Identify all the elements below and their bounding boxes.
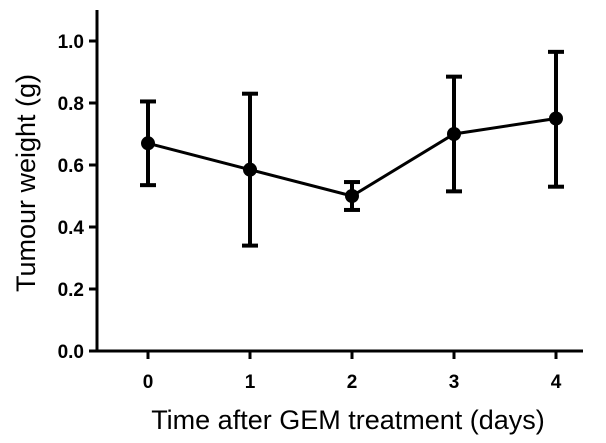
- x-tick-label-2: 2: [347, 372, 358, 393]
- axes: [95, 10, 583, 353]
- y-tick-label-2: 0.4: [58, 218, 85, 239]
- y-tick-label-0: 0.0: [58, 342, 84, 363]
- x-axis-title: Time after GEM treatment (days): [151, 405, 545, 435]
- data-point-4: [549, 111, 563, 126]
- y-tick-label-4: 0.8: [58, 94, 84, 115]
- data-point-1: [243, 162, 257, 177]
- y-ticks: 0.0 0.2 0.4 0.6 0.8 1.0: [58, 32, 97, 363]
- x-tick-label-4: 4: [551, 372, 562, 393]
- plot-area: [140, 49, 564, 248]
- x-tick-label-3: 3: [449, 372, 460, 393]
- y-tick-label-3: 0.6: [58, 156, 84, 177]
- data-point-2: [345, 189, 359, 203]
- data-point-3: [447, 127, 461, 141]
- y-tick-label-5: 1.0: [58, 32, 84, 53]
- y-tick-label-1: 0.2: [58, 280, 84, 301]
- y-axis-title: Tumour weight (g): [11, 74, 41, 292]
- data-point-0: [141, 136, 155, 151]
- x-ticks: 0 1 2 3 4: [143, 351, 562, 393]
- x-tick-label-0: 0: [143, 372, 154, 393]
- x-tick-label-1: 1: [245, 372, 256, 393]
